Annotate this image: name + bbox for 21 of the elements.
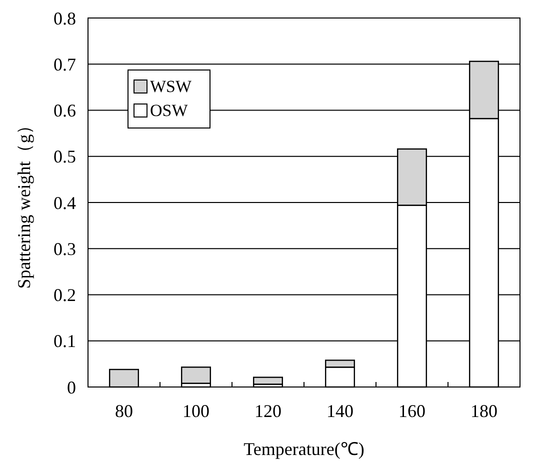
bar xyxy=(253,376,283,385)
x-tick-label: 180 xyxy=(470,401,498,421)
y-tick-label: 0.3 xyxy=(54,238,76,259)
y-tick-label: 0.4 xyxy=(54,192,76,213)
x-axis-title: Temperature(℃) xyxy=(244,439,364,459)
y-tick-label: 0.1 xyxy=(54,331,76,352)
y-tick-label: 0.8 xyxy=(54,8,76,28)
y-tick-label: 0 xyxy=(67,377,76,398)
bar xyxy=(181,366,211,384)
y-tick-label: 0.2 xyxy=(54,285,76,306)
y-axis-title: Spattering weight（g） xyxy=(14,116,34,289)
y-tick-label: 0.7 xyxy=(54,54,76,74)
x-tick-label: 100 xyxy=(182,401,210,421)
x-tick-label: 140 xyxy=(326,401,354,421)
x-tick-label: 120 xyxy=(254,401,282,421)
legend-label: OSW xyxy=(150,101,189,120)
y-tick-label: 0.6 xyxy=(54,100,76,121)
legend-label: WSW xyxy=(150,77,192,96)
x-tick-label: 160 xyxy=(398,401,426,421)
y-tick-label: 0.5 xyxy=(54,146,76,167)
x-tick-label: 80 xyxy=(115,401,133,421)
